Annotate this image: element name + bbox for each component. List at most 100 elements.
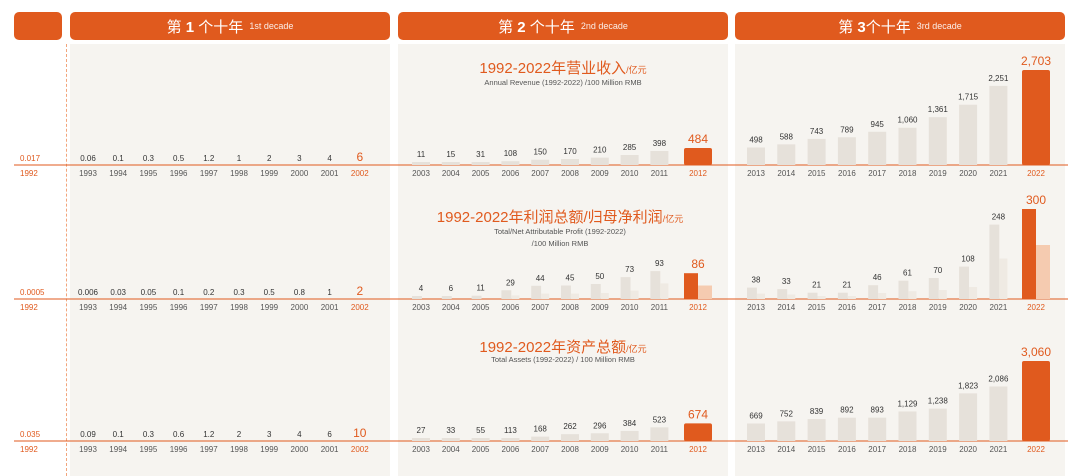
chart-3-bar-2021 (989, 386, 1008, 441)
chart-1-year-2009: 2009 (591, 169, 609, 178)
chart-3-label-2008: 262 (563, 422, 577, 431)
chart-2-bar-total-2019 (928, 278, 939, 299)
chart-1-bar-2012 (684, 147, 712, 165)
chart-3-label-2019: 1,238 (928, 397, 949, 406)
chart-1-year-2010: 2010 (621, 169, 639, 178)
chart-1-year-2006: 2006 (502, 169, 520, 178)
chart-3-bar-2012 (684, 423, 712, 441)
chart-2-year-2007: 2007 (531, 303, 549, 312)
decade-3-cn: 第 3个十年 (838, 18, 911, 36)
chart-1-year-2015: 2015 (808, 169, 826, 178)
chart-2-bar-total-2017 (868, 285, 879, 299)
chart-3-label-2007: 168 (534, 425, 548, 434)
chart-2-year-2020: 2020 (959, 303, 977, 312)
chart-2-label-2005: 11 (476, 284, 485, 293)
chart-2-bar-net-2020 (969, 287, 978, 299)
chart-2-year-2010: 2010 (621, 303, 639, 312)
chart-3-bar-2016 (837, 417, 856, 441)
chart-3-year-2014: 2014 (777, 445, 795, 454)
chart-3-subtitle: Total Assets (1992-2022) / 100 Million R… (491, 355, 635, 364)
chart-2-year-1997: 1997 (200, 303, 218, 312)
chart-2-bar-total-2003 (412, 296, 422, 299)
chart-3-bar-2005 (471, 438, 490, 441)
chart-1-bar-2021 (989, 85, 1008, 165)
chart-2-bar-total-2013 (747, 287, 757, 299)
chart-1-year-2001: 2001 (321, 169, 339, 178)
chart-3-year-2015: 2015 (808, 445, 826, 454)
chart-1-bar-2007 (531, 159, 550, 165)
decade-divider-dashed (66, 44, 67, 476)
chart-3-label-2021: 2,086 (988, 374, 1009, 383)
chart-1-label-2001: 4 (327, 154, 332, 163)
chart-2-label-2022: 300 (1026, 193, 1046, 207)
decade-3-panel (735, 44, 1065, 476)
chart-1-label-1994: 0.1 (113, 154, 125, 163)
chart-2-label-1997: 0.2 (203, 288, 215, 297)
chart-2-label-2006: 29 (506, 278, 515, 287)
chart-3-bar-2004 (441, 438, 460, 441)
chart-1-bar-2022 (1022, 70, 1050, 165)
chart-1-bar-2011 (650, 151, 669, 165)
chart-1-label-2021: 2,251 (988, 74, 1009, 83)
chart-2-year-2006: 2006 (502, 303, 520, 312)
chart-3-year-1999: 1999 (260, 445, 278, 454)
decade-2-en: 2nd decade (580, 21, 628, 31)
decade-3-en: 3rd decade (916, 21, 962, 31)
chart-2-year-2022: 2022 (1027, 303, 1045, 312)
chart-1-bar-2017 (868, 131, 887, 165)
chart-3-year-2012: 2012 (689, 445, 707, 454)
chart-2-year-2018: 2018 (899, 303, 917, 312)
chart-1-year-2014: 2014 (777, 169, 795, 178)
chart-1-bar-2020 (959, 104, 978, 165)
chart-1-year-2021: 2021 (990, 169, 1008, 178)
chart-3-label-1995: 0.3 (143, 430, 155, 439)
decade-1-panel (70, 44, 390, 476)
chart-2-label-2003: 4 (419, 284, 424, 293)
chart-3-year-1995: 1995 (140, 445, 158, 454)
chart-2-subtitle: Total/Net Attributable Profit (1992-2022… (494, 227, 626, 236)
chart-3-label-2017: 893 (871, 406, 885, 415)
chart-3-label-2006: 113 (504, 426, 517, 435)
chart-3-label-2011: 523 (653, 415, 667, 424)
chart-2-label-1999: 0.5 (264, 288, 276, 297)
chart-1-label-2009: 210 (593, 146, 607, 155)
chart-3-label-1997: 1.2 (203, 430, 215, 439)
chart-1-label-2018: 1,060 (897, 116, 918, 125)
chart-2-label-1994: 0.03 (110, 288, 126, 297)
chart-3-label-2009: 296 (593, 421, 607, 430)
chart-1-label-2020: 1,715 (958, 93, 979, 102)
chart-1-label-2014: 588 (780, 132, 794, 141)
decade-1-en: 1st decade (249, 21, 294, 31)
chart-2-year-2002: 2002 (351, 303, 369, 312)
chart-1-label-2003: 11 (417, 150, 426, 159)
chart-1-label-2013: 498 (749, 135, 763, 144)
chart-1-base-year: 1992 (20, 169, 38, 178)
chart-2-bar-net-2018 (908, 291, 917, 299)
chart-3-label-1993: 0.09 (80, 430, 96, 439)
chart-3-year-2009: 2009 (591, 445, 609, 454)
chart-2-bar-total-2012 (684, 273, 698, 299)
chart-2-label-2015: 21 (812, 281, 821, 290)
chart-3-label-2020: 1,823 (958, 381, 979, 390)
chart-2-label-2011: 93 (655, 259, 664, 268)
chart-1-label-2011: 398 (653, 139, 667, 148)
chart-1-year-2005: 2005 (472, 169, 490, 178)
chart-2-bar-total-2014 (777, 289, 788, 299)
chart-1-bar-2009 (590, 157, 609, 165)
chart-1-year-2002: 2002 (351, 169, 369, 178)
chart-3-year-2006: 2006 (502, 445, 520, 454)
chart-1-year-2018: 2018 (899, 169, 917, 178)
chart-3-year-1998: 1998 (230, 445, 248, 454)
chart-1-year-1999: 1999 (260, 169, 278, 178)
chart-2-bar-net-2019 (938, 290, 947, 299)
chart-3-label-2012: 674 (688, 407, 708, 421)
chart-3-bar-2007 (531, 436, 550, 441)
chart-1-label-2017: 945 (871, 120, 885, 129)
chart-2-label-2001: 1 (327, 288, 332, 297)
chart-3-base-year: 1992 (20, 445, 38, 454)
chart-3-year-2008: 2008 (561, 445, 579, 454)
chart-1-year-2011: 2011 (651, 169, 669, 178)
chart-3-year-1993: 1993 (79, 445, 97, 454)
